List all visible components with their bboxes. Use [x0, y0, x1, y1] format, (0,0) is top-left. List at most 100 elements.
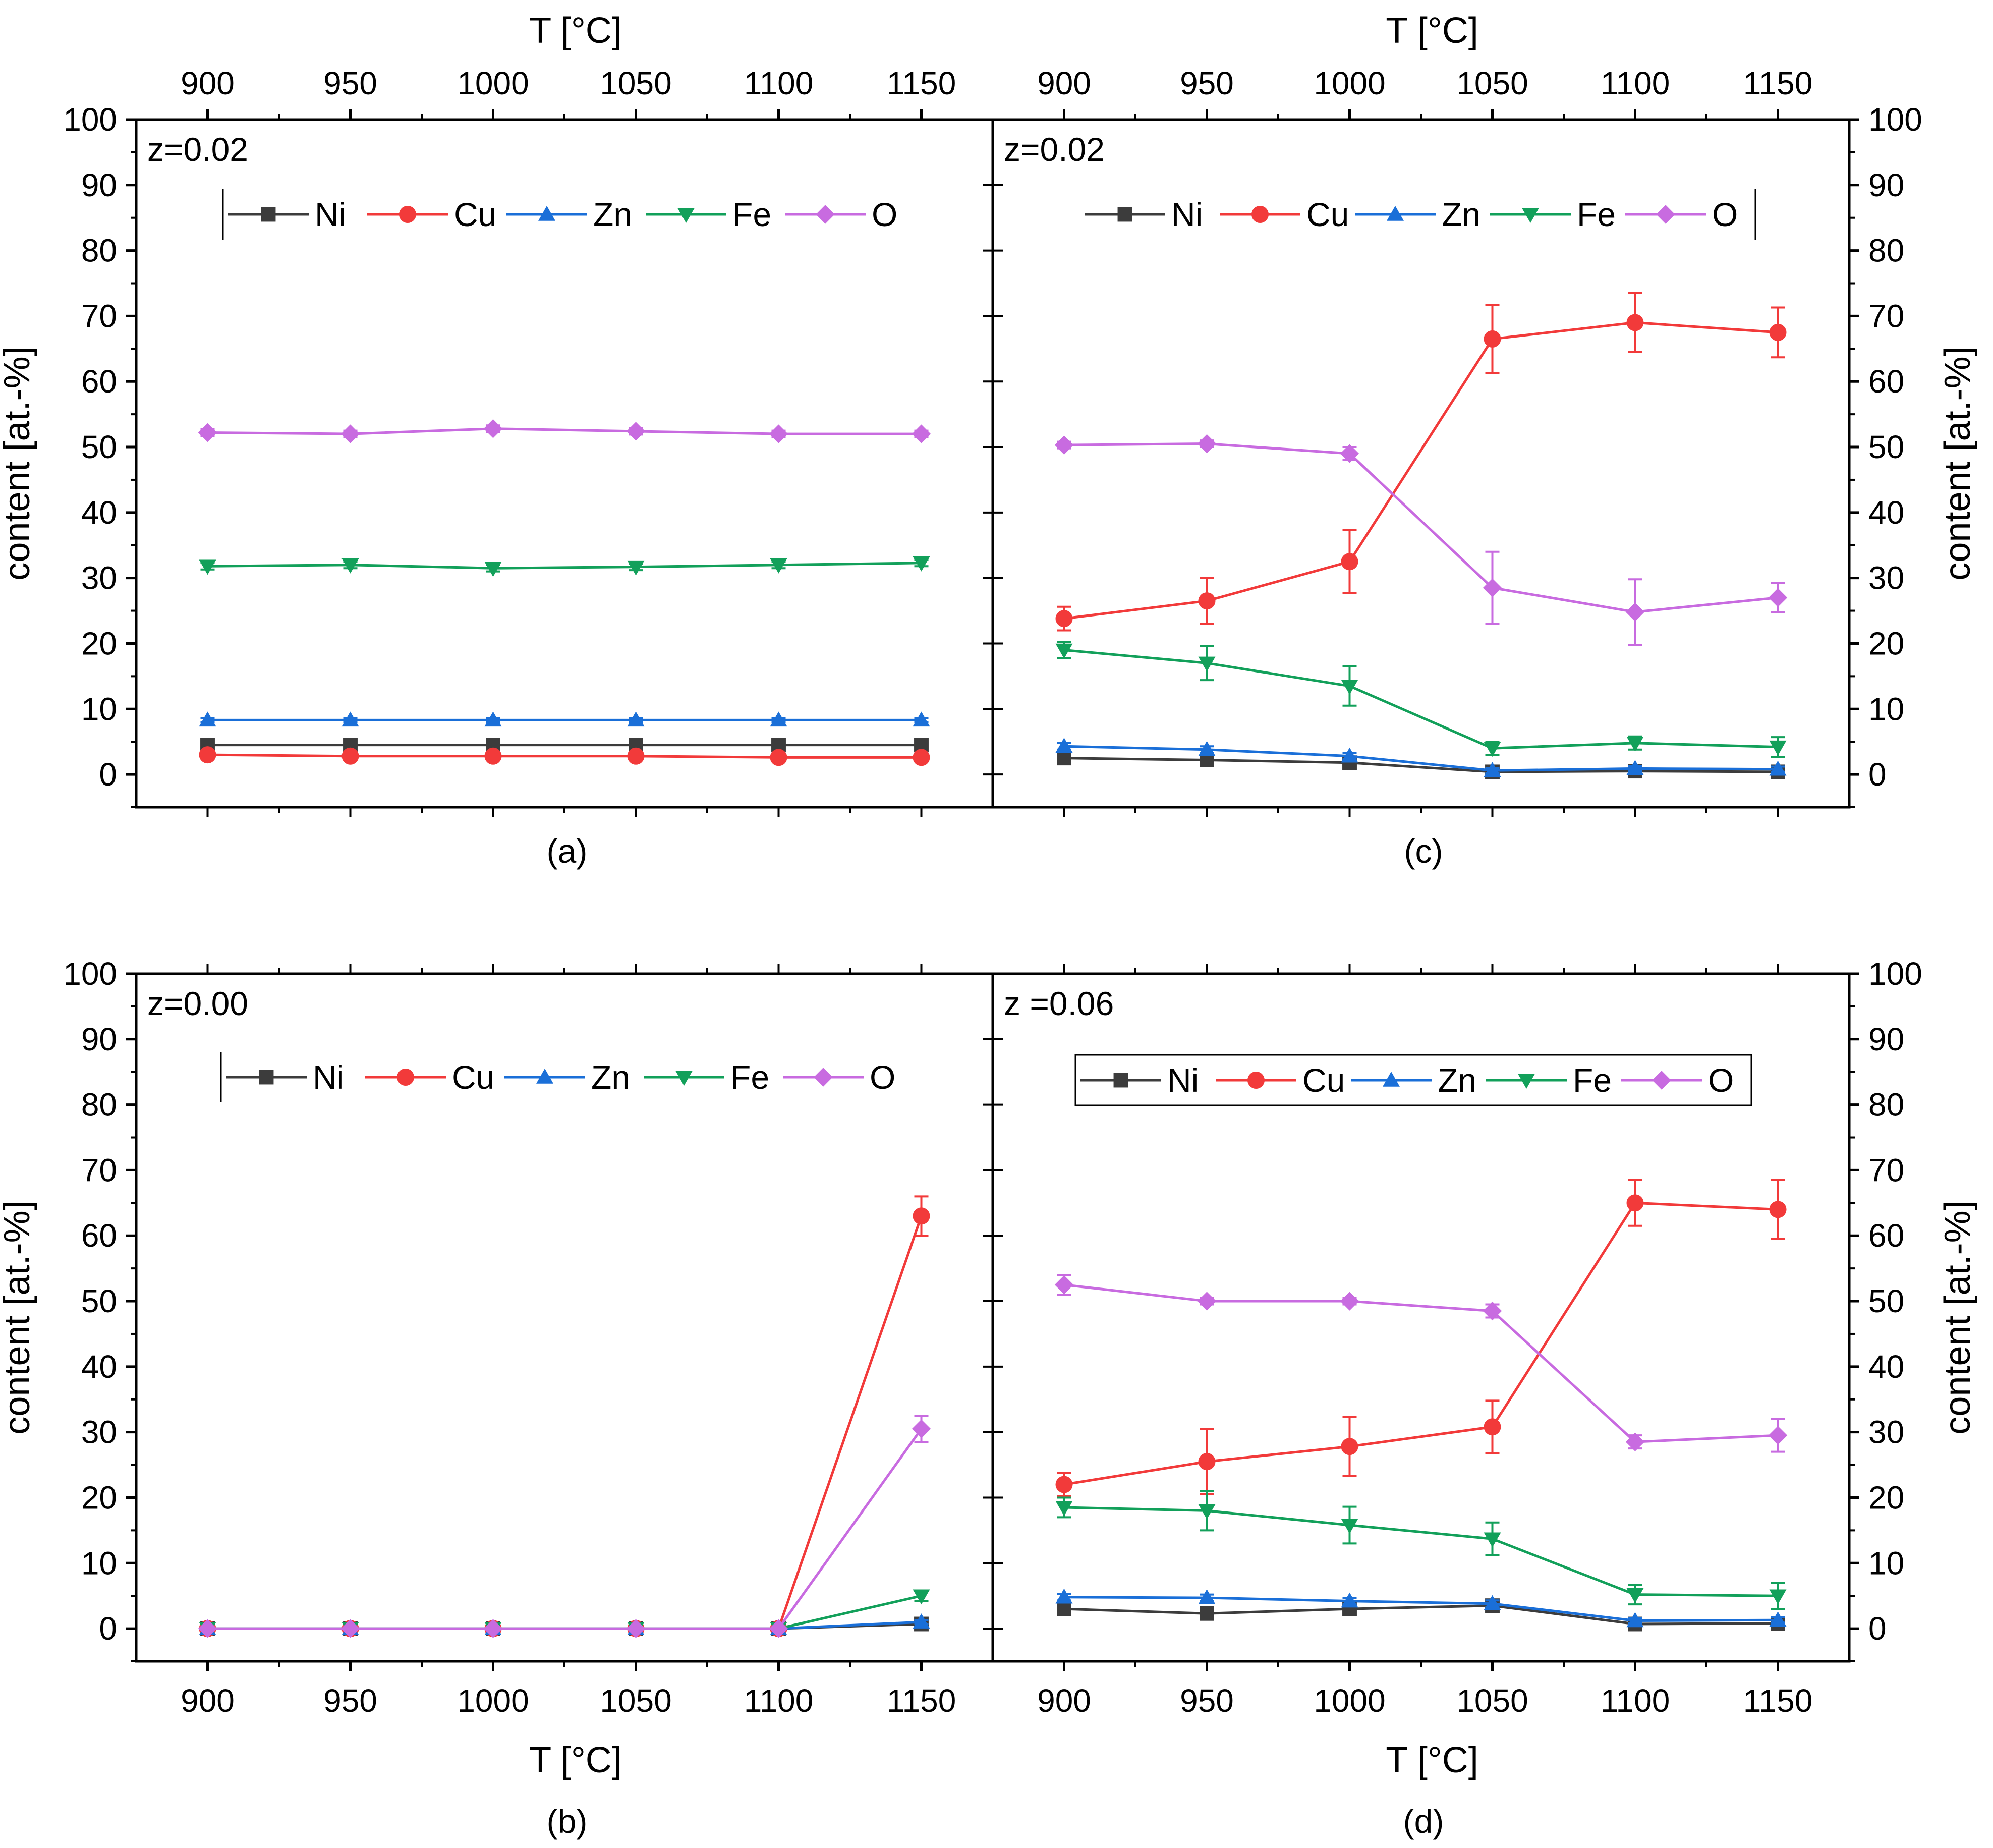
composition-annotation: z=0.02 [147, 131, 248, 168]
y-tick-label: 20 [1868, 1479, 1904, 1516]
series-O [1054, 1274, 1788, 1453]
data-point-Zn [1341, 747, 1358, 763]
data-point-O [483, 1619, 503, 1638]
x-tick-label: 950 [1180, 1683, 1234, 1719]
series-line-Fe [1064, 648, 1778, 750]
series-Fe [199, 1589, 930, 1638]
legend-label-Ni: Ni [1171, 196, 1203, 233]
series-line-Ni [1064, 1604, 1778, 1626]
legend-label-O: O [870, 1058, 895, 1096]
data-point-Cu [1626, 314, 1644, 331]
y-tick-label: 10 [81, 691, 117, 727]
x-tick-label: 1050 [1456, 65, 1528, 101]
y-tick-label: 0 [1868, 756, 1887, 793]
data-point-O [1768, 1426, 1788, 1445]
legend-marker-Zn [1387, 206, 1404, 221]
data-point-Zn [199, 711, 216, 727]
y-tick-label: 80 [81, 233, 117, 269]
series-line-O [207, 1428, 923, 1630]
data-point-Cu [913, 1207, 930, 1225]
y-tick-label: 10 [1868, 1545, 1904, 1581]
series-line-Zn [1064, 1596, 1778, 1622]
series-Zn [199, 711, 930, 727]
data-point-Cu [1769, 1201, 1787, 1218]
x-tick-label: 1100 [744, 1683, 814, 1719]
legend-label-Ni: Ni [315, 196, 346, 233]
data-point-Cu [1769, 323, 1787, 341]
legend: Ni Cu Zn Fe O [1085, 189, 1756, 240]
data-point-O [198, 423, 217, 442]
legend-marker-Zn [538, 206, 555, 221]
y-axis-title: content [at.-%] [1938, 1200, 1978, 1434]
legend-marker-Fe [1518, 1074, 1535, 1089]
data-point-Zn [913, 711, 930, 727]
data-point-Cu [1341, 553, 1358, 571]
legend-frame [1074, 1054, 1752, 1106]
y-tick-label: 20 [81, 625, 117, 661]
data-point-Fe [770, 558, 787, 574]
x-tick-label: 1000 [1314, 1683, 1385, 1719]
data-point-O [1768, 588, 1788, 607]
legend-marker-Cu [399, 206, 416, 223]
data-point-Fe [1198, 656, 1216, 672]
y-tick-label: 70 [1868, 1152, 1904, 1188]
data-point-Zn [1198, 1589, 1216, 1604]
y-tick-label: 0 [99, 1610, 117, 1647]
plot-frame [135, 118, 994, 809]
data-point-Cu [770, 749, 787, 766]
legend: Ni Cu Zn Fe O [1074, 1054, 1752, 1106]
data-point-Zn [1341, 1592, 1358, 1608]
x-tick-label: 1150 [887, 1683, 956, 1719]
series-line-O [1064, 1283, 1778, 1443]
y-tick-label: 60 [81, 363, 117, 400]
data-point-O [340, 1619, 360, 1638]
panel-a: 0 10 20 30 40 50 60 70 80 90 100 content [at.-%] 900… [0, 11, 1003, 870]
legend-marker-Ni [261, 207, 276, 222]
y-tick-label: 30 [1868, 560, 1904, 596]
legend-marker-Ni [1117, 207, 1132, 222]
panel-caption: (d) [1403, 1803, 1444, 1840]
series-line-O [1064, 442, 1778, 613]
series-Fe [1055, 641, 1787, 758]
legend-label-Fe: Fe [730, 1058, 769, 1096]
legend-marker-O [1652, 1071, 1671, 1090]
y-axis-title: content [at.-%] [1938, 346, 1978, 580]
x-tick-label: 1100 [1601, 1683, 1670, 1719]
data-point-O [1483, 578, 1502, 597]
data-point-O [1625, 602, 1645, 622]
y-axis-title: content [at.-%] [0, 346, 37, 580]
legend-marker-O [816, 205, 835, 224]
series-line-Fe [1064, 1506, 1778, 1597]
data-point-Cu [1341, 1438, 1358, 1455]
y-tick-label: 50 [81, 429, 117, 465]
composition-annotation: z=0.00 [147, 985, 248, 1022]
data-point-Zn [1626, 1612, 1644, 1628]
legend-label-Fe: Fe [732, 196, 771, 233]
legend-marker-O [814, 1068, 833, 1087]
data-point-Fe [1626, 737, 1644, 752]
data-point-O [483, 419, 503, 438]
legend-label-O: O [1708, 1061, 1734, 1099]
data-point-Fe [1769, 1589, 1787, 1605]
x-tick-label: 900 [181, 65, 235, 101]
panel-caption: (b) [547, 1803, 588, 1840]
data-point-Fe [484, 562, 502, 577]
data-point-Zn [1198, 741, 1216, 756]
y-tick-label: 60 [1868, 363, 1904, 400]
series-Fe [1055, 1490, 1787, 1610]
data-point-O [1340, 1292, 1359, 1311]
x-axis-title: T [°C] [529, 1740, 621, 1780]
data-point-O [626, 422, 646, 441]
y-tick-label: 70 [1868, 298, 1904, 334]
x-tick-label: 1000 [457, 65, 529, 101]
y-tick-label: 80 [1868, 233, 1904, 269]
data-point-O [198, 1619, 217, 1638]
series-line-Fe [207, 1594, 922, 1630]
legend: Ni Cu Zn Fe O [220, 1052, 895, 1102]
series-line-O [207, 427, 922, 435]
data-point-Cu [1484, 1418, 1501, 1436]
x-tick-label: 1000 [457, 1683, 529, 1719]
data-point-Fe [1055, 1501, 1073, 1516]
y-tick-label: 50 [81, 1283, 117, 1319]
data-point-Cu [1626, 1194, 1644, 1212]
